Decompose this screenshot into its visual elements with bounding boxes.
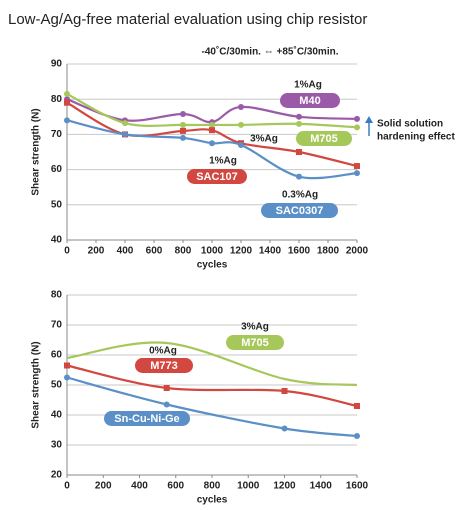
- y-axis-label: Shear strength (N): [31, 108, 42, 195]
- legend-tag: [104, 411, 190, 426]
- y-tick-label: 90: [51, 59, 63, 70]
- legend-tag: [187, 169, 247, 184]
- point: [354, 170, 360, 177]
- legend-label: M40: [299, 95, 320, 107]
- x-tick-label: 1400: [310, 481, 333, 492]
- legend-label: Sn-Cu-Ni-Ge: [114, 413, 179, 425]
- point: [281, 388, 288, 394]
- point: [296, 149, 302, 155]
- point: [238, 103, 244, 110]
- point: [281, 425, 288, 432]
- legend-label: M705: [241, 337, 269, 349]
- x-tick-label: 400: [117, 246, 134, 257]
- point: [122, 131, 128, 138]
- y-tick-label: 80: [51, 290, 63, 301]
- y-tick-label: 40: [51, 235, 63, 246]
- point: [180, 121, 186, 128]
- point: [163, 385, 170, 391]
- x-axis-label: cycles: [197, 260, 228, 271]
- legend-tag: [135, 358, 193, 373]
- y-tick-label: 40: [51, 410, 63, 421]
- arrow-head: [365, 116, 373, 123]
- point: [163, 401, 170, 408]
- y-tick-label: 70: [51, 320, 63, 331]
- point: [296, 173, 302, 180]
- point: [64, 117, 70, 124]
- page-title: Low-Ag/Ag-free material evaluation using…: [8, 11, 367, 28]
- x-tick-label: 600: [167, 481, 184, 492]
- point: [354, 115, 360, 122]
- x-tick-label: 1000: [201, 246, 224, 257]
- ag-label: 3%Ag: [250, 134, 278, 145]
- y-tick-label: 50: [51, 199, 63, 210]
- x-tick-label: 800: [175, 246, 192, 257]
- x-tick-label: 1400: [259, 246, 282, 257]
- y-tick-label: 70: [51, 129, 63, 140]
- point: [238, 141, 244, 148]
- point: [238, 121, 244, 128]
- point: [354, 124, 360, 131]
- x-axis-label: cycles: [197, 495, 228, 506]
- annotation: hardening effect: [377, 132, 455, 143]
- point: [209, 140, 215, 147]
- ag-label: 1%Ag: [209, 156, 237, 167]
- point: [296, 113, 302, 120]
- x-tick-label: 1600: [288, 246, 311, 257]
- legend-tag: [296, 131, 352, 146]
- point: [354, 163, 360, 170]
- y-tick-label: 50: [51, 380, 63, 391]
- x-tick-label: 800: [204, 481, 221, 492]
- point: [180, 127, 186, 134]
- point: [180, 134, 186, 141]
- point: [64, 374, 70, 381]
- point: [64, 99, 70, 106]
- legend-label: M773: [150, 360, 178, 372]
- legend-tag: [280, 93, 340, 108]
- x-tick-label: 600: [146, 246, 163, 257]
- annotation: Solid solution: [377, 119, 443, 130]
- y-tick-label: 60: [51, 164, 63, 175]
- x-tick-label: 2000: [346, 246, 369, 257]
- point: [354, 433, 360, 439]
- y-tick-label: 60: [51, 350, 63, 361]
- y-tick-label: 30: [51, 440, 63, 451]
- ag-label: 0%Ag: [149, 346, 177, 357]
- legend-tag: [226, 335, 284, 350]
- x-tick-label: 1200: [230, 246, 253, 257]
- series-line: [66, 376, 358, 438]
- x-tick-label: 200: [88, 246, 105, 257]
- annotation: -40˚C/30min. ⇔ +85˚C/30min.: [202, 46, 339, 58]
- x-tick-label: 1600: [346, 481, 369, 492]
- series-line: [66, 364, 358, 408]
- point: [64, 90, 70, 97]
- point: [64, 362, 70, 369]
- x-tick-label: 200: [95, 481, 112, 492]
- ag-label: 0.3%Ag: [282, 190, 318, 201]
- y-tick-label: 20: [51, 470, 63, 481]
- x-tick-label: 1800: [317, 246, 340, 257]
- ag-label: 1%Ag: [294, 80, 322, 91]
- legend-label: M705: [310, 133, 338, 145]
- y-axis-label: Shear strength (N): [31, 341, 42, 428]
- point: [354, 403, 360, 409]
- x-tick-label: 1200: [273, 481, 296, 492]
- legend-label: SAC107: [196, 171, 238, 183]
- x-tick-label: 0: [64, 246, 70, 257]
- point: [209, 127, 215, 134]
- point: [209, 121, 215, 128]
- legend-label: SAC0307: [276, 205, 324, 217]
- ag-label: 3%Ag: [241, 322, 269, 333]
- point: [122, 120, 128, 127]
- series-line: [66, 341, 358, 387]
- y-tick-label: 80: [51, 94, 63, 105]
- x-tick-label: 400: [131, 481, 148, 492]
- x-tick-label: 1000: [237, 481, 260, 492]
- point: [180, 110, 186, 117]
- legend-tag: [261, 203, 338, 218]
- x-tick-label: 0: [64, 481, 70, 492]
- point: [296, 120, 302, 127]
